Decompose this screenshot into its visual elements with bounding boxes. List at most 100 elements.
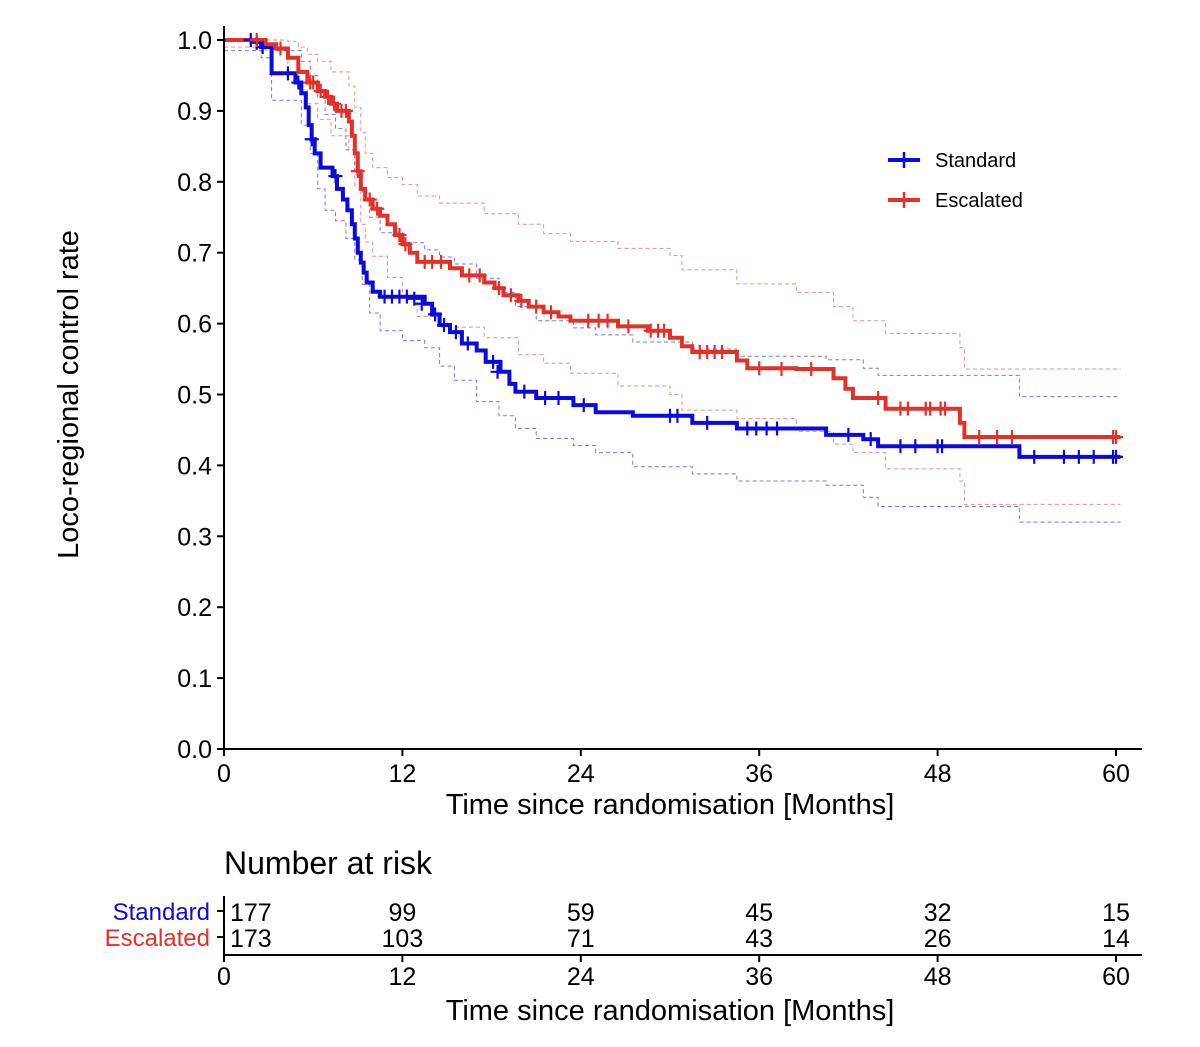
risk-x-tick-label: 60 [1102, 963, 1130, 991]
standard-censor-mark [576, 398, 591, 413]
standard-censor-mark [893, 439, 908, 454]
escalated-censor-mark [338, 103, 353, 118]
standard-ci-lower-line [224, 50, 1121, 523]
escalated-censor-mark [472, 268, 487, 283]
escalated-censor-mark [492, 281, 507, 296]
standard-censor-mark [291, 75, 306, 90]
risk-x-axis-title: Time since randomisation [Months] [446, 995, 895, 1027]
standard-censor-mark [841, 427, 856, 442]
risk-value-escalated: 71 [567, 925, 595, 953]
risk-value-standard: 177 [230, 899, 272, 927]
standard-censor-mark [1071, 449, 1086, 464]
escalated-censor-mark [752, 361, 767, 376]
confidence-bands [224, 39, 1121, 523]
risk-row-label-standard: Standard [113, 899, 210, 926]
y-tick-label: 1.0 [177, 27, 212, 55]
legend-censor-mark [897, 152, 911, 168]
standard-ci-upper-line [224, 39, 1121, 398]
x-tick-label: 60 [1102, 760, 1130, 788]
escalated-censor-mark [306, 75, 321, 90]
censor-marks [243, 33, 1123, 464]
legend-item-standard: Standard [888, 150, 1016, 172]
standard-censor-mark [670, 408, 685, 423]
escalated-censor-mark [938, 401, 953, 416]
standard-censor-mark [490, 364, 505, 379]
standard-censor-mark [407, 291, 422, 306]
risk-value-escalated: 14 [1102, 925, 1130, 953]
standard-censor-mark [1109, 449, 1123, 464]
standard-censor-mark [863, 432, 878, 447]
standard-censor-mark [399, 289, 414, 304]
y-tick-label: 0.9 [177, 98, 212, 126]
risk-value-escalated: 26 [924, 925, 952, 953]
risk-value-escalated: 173 [230, 925, 272, 953]
risk-x-tick-label: 48 [924, 963, 952, 991]
legend-label-escalated: Escalated [935, 190, 1023, 212]
risk-value-standard: 15 [1102, 899, 1130, 927]
y-tick-label: 0.8 [177, 169, 212, 197]
legend-censor-mark [897, 192, 911, 208]
escalated-censor-mark [327, 96, 342, 111]
risk-x-tick-label: 24 [567, 963, 595, 991]
escalated-censor-mark [990, 430, 1005, 445]
escalated-censor-mark [900, 401, 915, 416]
escalated-censor-mark [350, 164, 365, 179]
standard-censor-mark [280, 66, 295, 81]
risk-table-title: Number at risk [224, 845, 433, 881]
main-axes: 0.0 0.1 0.2 0.3 0.4 0.5 0.6 0.7 0.8 0.9 1.0 0 12 24 36… [53, 26, 1142, 821]
standard-censor-mark [255, 40, 270, 55]
legend: Standard Escalated [888, 150, 1023, 212]
escalated-censor-mark [514, 293, 529, 308]
escalated-censor-mark [398, 237, 413, 252]
escalated-censor-mark [434, 254, 449, 269]
escalated-censor-mark [1004, 430, 1019, 445]
standard-censor-mark [935, 439, 950, 454]
y-tick-label: 0.7 [177, 240, 212, 268]
risk-value-escalated: 103 [382, 925, 424, 953]
escalated-censor-mark [503, 288, 518, 303]
standard-censor-mark [428, 307, 443, 322]
legend-item-escalated: Escalated [888, 190, 1023, 212]
risk-x-tick-label: 12 [388, 963, 416, 991]
standard-censor-mark [460, 336, 475, 351]
standard-censor-mark [908, 439, 923, 454]
standard-censor-mark [517, 384, 532, 399]
risk-row-label-escalated: Escalated [105, 925, 210, 952]
escalated-censor-mark [600, 313, 615, 328]
x-axis-title: Time since randomisation [Months] [446, 789, 895, 821]
y-tick-label: 0.4 [177, 452, 212, 480]
standard-censor-mark [551, 391, 566, 406]
legend-label-standard: Standard [935, 150, 1016, 172]
risk-value-standard: 45 [745, 899, 773, 927]
y-axis-title: Loco-regional control rate [53, 230, 85, 559]
risk-x-tick-label: 36 [745, 963, 773, 991]
x-tick-label: 48 [924, 760, 952, 788]
risk-value-standard: 32 [924, 899, 952, 927]
escalated-censor-mark [657, 323, 672, 338]
escalated-censor-mark [544, 305, 559, 320]
escalated-ci-upper-line [224, 39, 1121, 370]
y-tick-label: 0.2 [177, 594, 212, 622]
escalated-censor-mark [871, 391, 886, 406]
escalated-censor-mark [774, 361, 789, 376]
standard-censor-mark [328, 169, 343, 184]
standard-censor-mark [414, 296, 429, 311]
risk-value-escalated: 43 [745, 925, 773, 953]
survival-curves [224, 38, 1121, 459]
y-tick-label: 0.5 [177, 382, 212, 410]
risk-x-tick-label: 0 [217, 963, 231, 991]
standard-survival-line [224, 38, 1121, 459]
escalated-survival-line [224, 38, 1121, 439]
escalated-censor-mark [972, 430, 987, 445]
escalated-censor-mark [392, 227, 407, 242]
escalated-censor-mark [362, 192, 377, 207]
standard-censor-mark [1027, 449, 1042, 464]
escalated-censor-mark [804, 361, 819, 376]
risk-value-standard: 59 [567, 899, 595, 927]
x-tick-label: 36 [745, 760, 773, 788]
standard-censor-mark [437, 318, 452, 333]
escalated-censor-mark [715, 344, 730, 359]
standard-censor-mark [448, 325, 463, 340]
standard-censor-mark [770, 421, 785, 436]
